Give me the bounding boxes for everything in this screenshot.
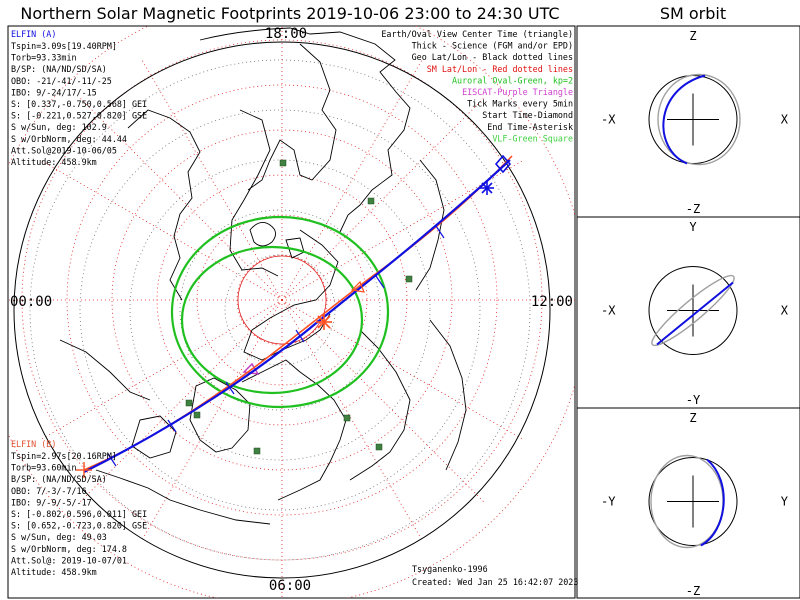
- legend-entry: VLF-Green Square: [492, 133, 573, 143]
- elfin-b-lines: Tspin=2.97s[20.16RPM] Torb=93.60min B/SP: …: [11, 451, 147, 577]
- info-line: S: [0.652,-0.723,0.820] GSE: [11, 521, 147, 531]
- axis-label: X: [781, 113, 789, 127]
- elfin-b-start-marker: [76, 462, 92, 478]
- map-frame: [7, 25, 576, 599]
- info-line: Att.Sol@: 2019-10-07/01: [11, 555, 127, 565]
- polar-map: [8, 26, 575, 598]
- legend-entry: End Time-Asterisk: [487, 122, 573, 132]
- legend-entry: Earth/Oval View Center Time (triangle): [381, 29, 573, 39]
- auroral-oval: [170, 215, 390, 409]
- hour-label-right: 12:00: [531, 294, 573, 310]
- earth-limb: [13, 41, 551, 579]
- vlf-station-marker: [405, 275, 413, 283]
- earth-circle: [648, 457, 738, 546]
- legend-entry: Tick Marks every 5min: [467, 99, 573, 109]
- legend: Earth/Oval View Center Time (triangle) Th…: [381, 29, 573, 143]
- info-line: IBO: 9/-9/-5/-17: [11, 497, 92, 507]
- elfin-b-track: [83, 155, 513, 471]
- axis-label: Y: [689, 220, 697, 234]
- orbit-panel-2: Y -Y -X X: [577, 216, 800, 407]
- center-asterisk-icon: [316, 314, 332, 330]
- legend-entry: SM Lat/Lon - Red dotted lines: [427, 64, 573, 74]
- info-line: OBO: -21/-41/-11/-25: [11, 76, 112, 86]
- orbit-panels-frame: [576, 25, 800, 599]
- info-line: S w/OrbNorm, deg: 44.44: [11, 134, 127, 144]
- figure-title: Northern Solar Magnetic Footprints 2019-…: [20, 4, 559, 23]
- legend-entry: Auroral Oval-Green, kp=2: [452, 75, 573, 85]
- info-line: S: [-0.802,0.596,0.011] GEI: [11, 509, 147, 519]
- info-line: S w/Sun, deg: 102.9: [11, 122, 107, 132]
- info-line: Torb=93.60min: [11, 463, 77, 473]
- elfin-b-info: ELFIN (B) Tspin=2.97s[20.16RPM] Torb=93.6…: [11, 439, 147, 577]
- sm-inner-circle: [237, 255, 327, 345]
- vlf-station-marker: [367, 197, 375, 205]
- vlf-station-marker: [343, 414, 351, 422]
- earth-circle: [648, 266, 738, 355]
- track-ticks: [107, 225, 445, 467]
- info-line: Altitude: 458.9km: [11, 157, 97, 167]
- axis-label: -X: [601, 113, 616, 127]
- sm-orbit-panels: Z -Z -X X Y -Y -X X Z -Z -Y Y: [576, 25, 800, 599]
- orbit-title: SM orbit: [660, 4, 726, 23]
- info-line: S: [0.337,-0.750,0.568] GEI: [11, 99, 147, 109]
- info-line: B/SP: (NA/ND/SD/SA): [11, 474, 107, 484]
- orbit-panel-1: Z -Z -X X: [601, 29, 789, 216]
- vlf-station-marker: [375, 443, 383, 451]
- axis-label: Z: [689, 29, 696, 43]
- info-line: Altitude: 458.9km: [11, 567, 97, 577]
- legend-entry: Geo Lat/Lon - Black dotted lines: [412, 52, 573, 62]
- geo-grid: [29, 59, 531, 561]
- hour-label-top: 18:00: [265, 26, 307, 42]
- info-line: S w/Sun, deg: 49.03: [11, 532, 107, 542]
- axis-label: Z: [689, 411, 696, 425]
- axis-label: -Y: [601, 495, 616, 509]
- orbit-panel-3: Z -Z -Y Y: [577, 407, 800, 598]
- axis-label: -Z: [686, 584, 700, 598]
- info-line: Tspin=2.97s[20.16RPM]: [11, 451, 117, 461]
- info-line: S w/OrbNorm, deg: 174.8: [11, 544, 127, 554]
- vlf-stations: [185, 159, 413, 455]
- hour-label-bottom: 06:00: [269, 578, 311, 594]
- info-line: S: [-0.221,0.527,0.820] GSE: [11, 111, 147, 121]
- hour-label-left: 00:00: [10, 294, 52, 310]
- model-label: Tsyganenko-1996: [412, 564, 488, 574]
- coastlines: [59, 27, 467, 525]
- vlf-station-marker: [193, 411, 201, 419]
- legend-entry: Start Time-Diamond: [482, 110, 573, 120]
- axis-label: -Y: [686, 393, 701, 407]
- info-line: OBO: 7/-3/-7/16: [11, 486, 87, 496]
- start-diamond-icon: [494, 154, 512, 174]
- vlf-station-marker: [185, 399, 193, 407]
- legend-entry: EISCAT-Purple Triangle: [462, 87, 573, 97]
- axis-label: -Z: [686, 202, 700, 216]
- elfin-a-info: ELFIN (A) Tspin=3.09s[19.40RPM] Torb=93.3…: [11, 29, 147, 167]
- elfin-a-lines: Tspin=3.09s[19.40RPM] Torb=93.33min B/SP: …: [11, 41, 147, 167]
- axis-label: -X: [601, 304, 616, 318]
- created-label: Created: Wed Jan 25 16:42:07 2023: [412, 577, 578, 587]
- vlf-station-marker: [253, 447, 261, 455]
- view-center-triangle-icon: [350, 280, 365, 293]
- elfin-a-header: ELFIN (A): [11, 29, 56, 39]
- end-asterisk-icon: [480, 181, 494, 195]
- info-line: IBO: 9/-24/17/-15: [11, 87, 97, 97]
- vlf-station-marker: [279, 159, 287, 167]
- info-line: B/SP: (NA/ND/SD/SA): [11, 64, 107, 74]
- sm-grid: [8, 26, 575, 598]
- legend-entry: Thick - Science (FGM and/or EPD): [412, 41, 573, 51]
- info-line: Tspin=3.09s[19.40RPM]: [11, 41, 117, 51]
- axis-label: Y: [781, 495, 789, 509]
- elfin-a-track: [83, 159, 511, 473]
- elfin-b-header: ELFIN (B): [11, 439, 56, 449]
- info-line: Att.Sol@2019-10-06/05: [11, 145, 117, 155]
- info-line: Torb=93.33min: [11, 53, 77, 63]
- axis-label: X: [781, 304, 789, 318]
